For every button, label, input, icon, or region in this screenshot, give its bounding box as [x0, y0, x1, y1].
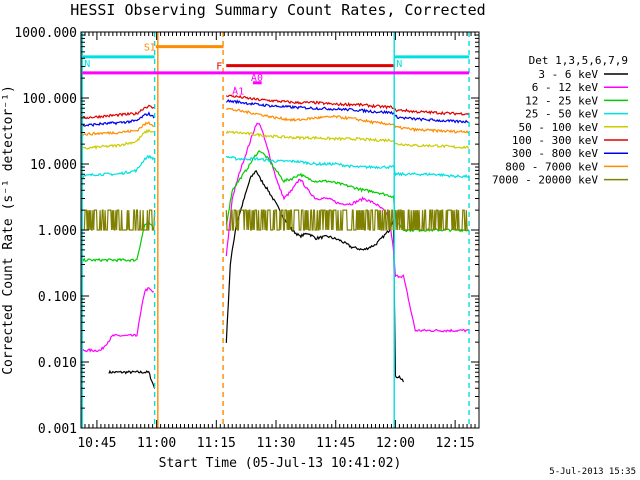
- series-5: [82, 94, 470, 120]
- series-line: [394, 209, 469, 231]
- series-8: [82, 209, 469, 231]
- series-3: [82, 154, 470, 179]
- flag-label: N: [396, 59, 402, 70]
- flag-label: F: [216, 62, 222, 73]
- y-axis-label: Corrected Count Rate (s⁻¹ detector⁻¹): [1, 85, 16, 375]
- series-line: [82, 104, 155, 120]
- legend-entry: 800 - 7000 keV: [505, 160, 598, 173]
- series-1: [82, 122, 470, 353]
- x-tick-label: 12:00: [376, 436, 415, 451]
- x-tick-label: 11:00: [137, 436, 176, 451]
- series-line: [108, 369, 156, 389]
- series-line: [82, 209, 156, 231]
- y-tick-label: 0.001: [38, 422, 77, 437]
- y-tick-label: 10.000: [30, 158, 77, 173]
- y-axis: 1000.000 100.000 10.000 1.000 0.100 0.010 0.00…: [14, 26, 479, 437]
- flag-label: A0: [251, 73, 263, 84]
- series-line: [225, 94, 470, 116]
- series-line: [81, 128, 154, 150]
- series-7: [81, 107, 470, 137]
- legend-entry: 25 - 50 keV: [525, 108, 598, 121]
- series-line: [81, 121, 155, 137]
- y-tick-label: 0.100: [38, 290, 77, 305]
- legend-entry: 300 - 800 keV: [512, 147, 598, 160]
- flag-label: N: [84, 59, 90, 70]
- plot-area: SI N N F A0 A1: [81, 32, 470, 428]
- series-2: [81, 149, 470, 263]
- legend-entry: 7000 - 20000 keV: [492, 174, 598, 187]
- series-line: [225, 107, 470, 134]
- legend-entry: 3 - 6 keV: [538, 68, 598, 81]
- series-line: [225, 155, 470, 179]
- x-tick-label: 10:45: [77, 436, 116, 451]
- series-line: [81, 220, 155, 263]
- y-tick-label: 0.010: [38, 356, 77, 371]
- series-line: [225, 169, 404, 383]
- series-4: [81, 128, 470, 150]
- legend-entry: 100 - 300 keV: [512, 134, 598, 147]
- legend-entry: 6 - 12 keV: [532, 81, 599, 94]
- legend-entry: 12 - 25 keV: [525, 94, 598, 107]
- x-axis-label: Start Time (05-Jul-13 10:41:02): [159, 456, 402, 471]
- series-line: [225, 130, 470, 150]
- x-tick-label: 11:45: [316, 436, 355, 451]
- x-tick-label: 11:15: [197, 436, 236, 451]
- y-tick-label: 100.000: [22, 92, 77, 107]
- x-axis: 10:45 11:00 11:15 11:30 11:45 12:00 12:15: [77, 32, 480, 451]
- y-tick-label: 1000.000: [14, 26, 77, 41]
- series-line: [81, 111, 155, 127]
- series-line: [82, 154, 155, 179]
- series-line: [82, 287, 155, 353]
- series-line: [225, 99, 470, 124]
- legend-header: Det 1,3,5,6,7,9: [529, 54, 628, 67]
- series-6: [81, 99, 470, 127]
- x-tick-label: 12:15: [436, 436, 475, 451]
- timestamp: 5-Jul-2013 15:35: [549, 467, 636, 477]
- chart-title: HESSI Observing Summary Count Rates, Cor…: [70, 1, 485, 19]
- x-tick-label: 11:30: [256, 436, 295, 451]
- flag-label: A1: [232, 86, 244, 97]
- y-tick-label: 1.000: [38, 224, 77, 239]
- series-0: [108, 169, 404, 389]
- flag-label: SI: [144, 43, 156, 54]
- series-line: [225, 122, 470, 333]
- legend-entry: 50 - 100 keV: [519, 121, 599, 134]
- series-line: [225, 209, 394, 231]
